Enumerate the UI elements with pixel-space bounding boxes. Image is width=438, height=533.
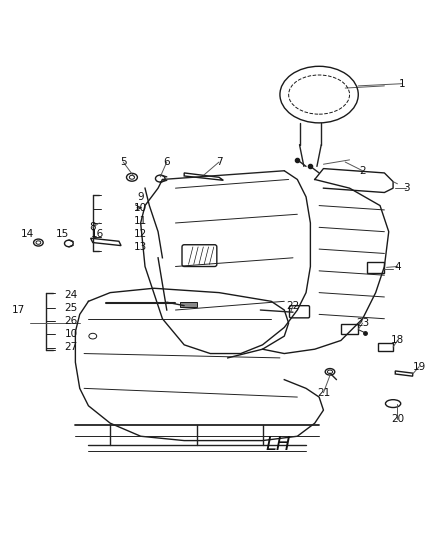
Text: 21: 21 [317, 387, 330, 398]
Text: 12: 12 [134, 229, 147, 239]
Text: 1: 1 [399, 79, 405, 88]
Text: 11: 11 [134, 216, 147, 226]
Text: 13: 13 [134, 242, 147, 252]
Text: 15: 15 [56, 229, 69, 239]
Text: 6: 6 [163, 157, 170, 167]
Text: 3: 3 [403, 183, 410, 193]
Text: 26: 26 [64, 316, 78, 326]
Text: 19: 19 [413, 361, 426, 372]
Text: 24: 24 [64, 290, 78, 300]
Text: 23: 23 [356, 318, 369, 328]
Text: 9: 9 [138, 192, 144, 202]
Text: 17: 17 [12, 305, 25, 315]
Text: 16: 16 [91, 229, 104, 239]
Text: 22: 22 [286, 301, 300, 311]
Text: 18: 18 [391, 335, 404, 345]
Text: 8: 8 [89, 222, 96, 232]
Text: 25: 25 [64, 303, 78, 313]
Text: 20: 20 [391, 414, 404, 424]
Text: 10: 10 [64, 329, 78, 339]
Text: 27: 27 [64, 342, 78, 352]
Text: 2: 2 [359, 166, 366, 176]
Text: 4: 4 [394, 262, 401, 271]
Text: 7: 7 [215, 157, 223, 167]
FancyBboxPatch shape [180, 302, 197, 306]
Text: 10: 10 [134, 203, 147, 213]
Text: 14: 14 [21, 229, 34, 239]
Text: 5: 5 [120, 157, 127, 167]
Text: LH: LH [265, 435, 290, 455]
